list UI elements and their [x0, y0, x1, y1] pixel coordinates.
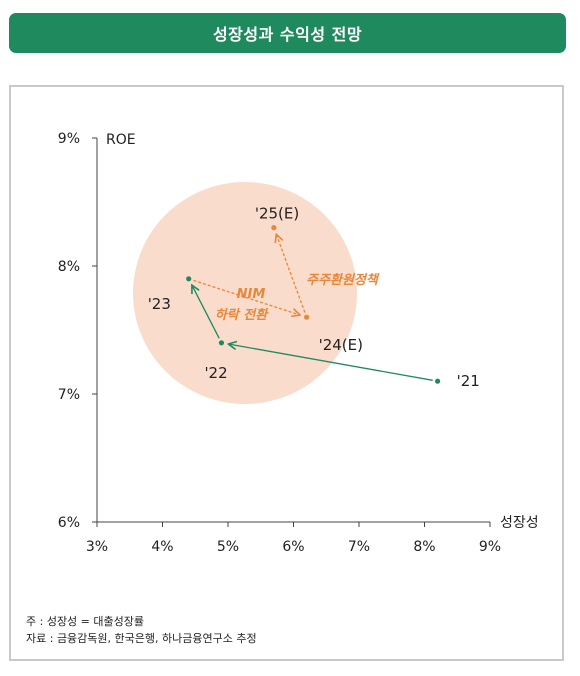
chart-notes: 주 : 성장성 = 대출성장률 자료 : 금융감독원, 한국은행, 하나금융연구… [26, 613, 257, 647]
data-point [304, 314, 310, 320]
title-banner: 성장성과 수익성 전망 [9, 13, 566, 53]
data-point [435, 378, 441, 384]
point-label: '23 [148, 295, 171, 313]
point-label: '25(E) [255, 205, 299, 223]
data-point [218, 340, 225, 346]
x-tick-label: 8% [413, 539, 435, 555]
point-label: '24(E) [319, 336, 363, 354]
point-label: '22 [204, 364, 227, 382]
trend-arrow-21-to-22 [228, 344, 433, 381]
trend-arrow-24-to-25 [276, 234, 306, 313]
y-tick-label: 9% [58, 131, 80, 147]
y-axis-title: ROE [106, 132, 136, 148]
point-label: '21 [457, 372, 480, 390]
x-axis-title: 성장성 [500, 515, 539, 531]
source-line: 자료 : 금융감독원, 한국은행, 하나금융연구소 추정 [26, 632, 257, 645]
trend-arrow-23-to-24 [193, 279, 299, 315]
x-tick-label: 3% [86, 539, 108, 555]
trend-arrow-22-to-23 [192, 285, 220, 339]
x-tick-label: 6% [282, 539, 304, 555]
chart-frame [9, 85, 564, 661]
data-point [271, 225, 277, 231]
x-tick-label: 4% [151, 539, 173, 555]
x-tick-label: 5% [217, 539, 239, 555]
x-tick-label: 7% [348, 539, 370, 555]
x-tick-label: 9% [479, 539, 501, 555]
y-tick-label: 7% [58, 387, 80, 403]
note-line: 주 : 성장성 = 대출성장률 [26, 615, 144, 628]
y-tick-label: 8% [58, 259, 80, 275]
y-tick-label: 6% [58, 515, 80, 531]
annotation-nim-decline: 하락 전환 [215, 307, 269, 323]
chart-title: 성장성과 수익성 전망 [212, 25, 363, 44]
highlight-ellipse [133, 182, 357, 404]
annotation-nim: NIM [237, 287, 266, 302]
data-point [186, 276, 192, 282]
annotation-shareholder-return: 주주환원정책 [306, 272, 380, 288]
